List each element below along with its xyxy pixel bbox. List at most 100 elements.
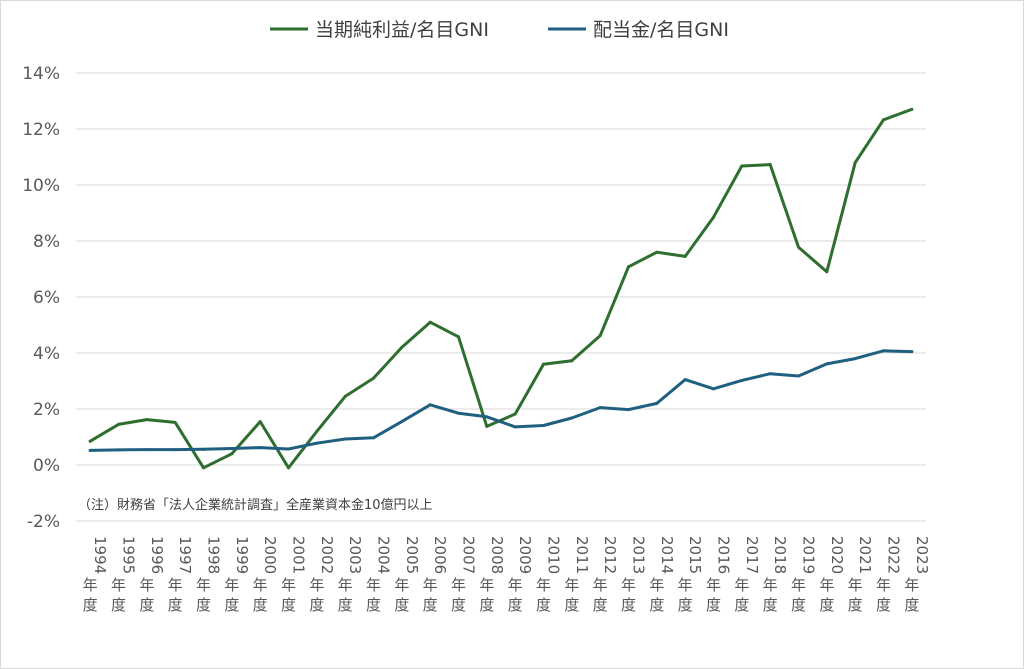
data-point <box>627 265 630 269</box>
x-tick-label: 2011 年度 <box>564 536 591 614</box>
x-tick-suffix-char: 年 <box>168 576 183 594</box>
x-tick-suffix-char: 年 <box>536 576 551 594</box>
x-tick-label: 2014 年度 <box>649 536 676 614</box>
data-point <box>910 350 914 354</box>
x-tick-suffix-char: 度 <box>451 596 466 614</box>
x-tick-suffix-char: 度 <box>649 596 664 614</box>
data-point <box>825 270 829 274</box>
x-tick-suffix-char: 年 <box>508 576 523 594</box>
x-tick-year: 2013 <box>630 536 648 574</box>
x-tick-suffix-char: 年 <box>451 576 466 594</box>
x-tick-suffix-char: 年 <box>111 576 126 594</box>
x-tick-suffix-char: 年 <box>224 576 239 594</box>
data-point <box>712 387 715 391</box>
x-tick-label: 2023 年度 <box>904 536 931 614</box>
series-lines <box>88 107 914 470</box>
data-point <box>797 245 800 249</box>
x-tick-suffix-char: 度 <box>593 596 608 614</box>
x-tick-year: 2016 <box>715 536 733 574</box>
x-tick-suffix-char: 度 <box>876 596 891 614</box>
x-tick-year: 1999 <box>233 536 251 574</box>
data-point <box>173 448 177 452</box>
x-tick-suffix-char: 年 <box>338 576 353 594</box>
data-point <box>882 118 885 122</box>
data-point <box>372 376 375 380</box>
x-tick-suffix-char: 度 <box>763 596 778 614</box>
data-point <box>88 439 92 443</box>
x-tick-label: 2001 年度 <box>281 536 308 614</box>
data-point <box>145 418 149 422</box>
data-point <box>230 452 234 456</box>
series-line-1 <box>88 349 914 452</box>
x-tick-year: 2004 <box>375 536 393 574</box>
data-point <box>542 362 545 366</box>
data-point <box>513 412 517 416</box>
x-tick-suffix-char: 度 <box>196 596 211 614</box>
x-tick-year: 2022 <box>885 536 903 574</box>
data-point <box>457 335 460 339</box>
x-tick-label: 2018 年度 <box>763 536 790 614</box>
data-point <box>655 250 659 254</box>
data-point <box>145 448 149 452</box>
x-tick-year: 2012 <box>601 536 619 574</box>
x-tick-suffix-char: 年 <box>479 576 494 594</box>
data-point <box>258 446 262 450</box>
y-tick-label: -2% <box>27 512 60 532</box>
y-tick-label: 10% <box>22 176 60 196</box>
x-tick-suffix-char: 度 <box>281 596 296 614</box>
y-tick-label: 6% <box>33 288 60 308</box>
y-tick-label: 14% <box>22 64 60 84</box>
data-point <box>683 254 687 258</box>
data-point <box>598 334 602 338</box>
x-tick-suffix-char: 度 <box>678 596 693 614</box>
x-tick-year: 2019 <box>800 536 818 574</box>
x-tick-year: 2021 <box>856 536 874 574</box>
legend: 当期純利益/名目GNI 配当金/名目GNI <box>270 19 729 41</box>
data-point <box>428 403 432 407</box>
x-tick-year: 2023 <box>913 536 931 574</box>
data-point <box>117 448 120 452</box>
data-point <box>173 420 177 424</box>
data-point <box>797 374 800 378</box>
x-tick-year: 2010 <box>545 536 563 574</box>
data-point <box>655 401 659 405</box>
x-tick-year: 2015 <box>686 536 704 574</box>
x-tick-label: 2005 年度 <box>394 536 421 614</box>
data-point <box>825 362 829 366</box>
data-point <box>740 164 744 168</box>
x-tick-suffix-char: 度 <box>394 596 409 614</box>
x-tick-suffix-char: 年 <box>678 576 693 594</box>
data-point <box>712 215 715 219</box>
data-point <box>570 359 574 363</box>
x-tick-suffix-char: 年 <box>649 576 664 594</box>
data-point <box>202 447 205 451</box>
y-tick-label: 4% <box>33 344 60 364</box>
x-tick-suffix-char: 年 <box>394 576 409 594</box>
x-tick-label: 1998 年度 <box>196 536 223 614</box>
x-tick-year: 2017 <box>743 536 761 574</box>
data-point <box>202 466 205 470</box>
x-tick-suffix-char: 度 <box>791 596 806 614</box>
x-tick-suffix-char: 年 <box>309 576 324 594</box>
x-tick-suffix-char: 度 <box>111 596 126 614</box>
data-point <box>372 436 375 440</box>
x-tick-suffix-char: 度 <box>366 596 381 614</box>
data-point <box>542 424 545 428</box>
legend-label-net-income: 当期純利益/名目GNI <box>315 19 489 41</box>
x-tick-suffix-char: 年 <box>819 576 834 594</box>
x-tick-suffix-char: 年 <box>366 576 381 594</box>
x-tick-label: 2002 年度 <box>309 536 336 614</box>
x-tick-year: 1994 <box>91 536 109 574</box>
x-tick-suffix-char: 年 <box>253 576 268 594</box>
x-tick-year: 2001 <box>290 536 308 574</box>
data-point <box>117 422 120 426</box>
x-tick-suffix-char: 度 <box>224 596 239 614</box>
x-tick-suffix-char: 度 <box>621 596 636 614</box>
data-point <box>287 447 290 451</box>
y-axis-ticks: -2% 0% 2% 4% 6% 8% 10% 12% 14% <box>22 64 60 532</box>
x-tick-year: 2007 <box>460 536 478 574</box>
x-tick-year: 2020 <box>828 536 846 574</box>
y-tick-label: 12% <box>22 120 60 140</box>
x-tick-suffix-char: 年 <box>281 576 296 594</box>
